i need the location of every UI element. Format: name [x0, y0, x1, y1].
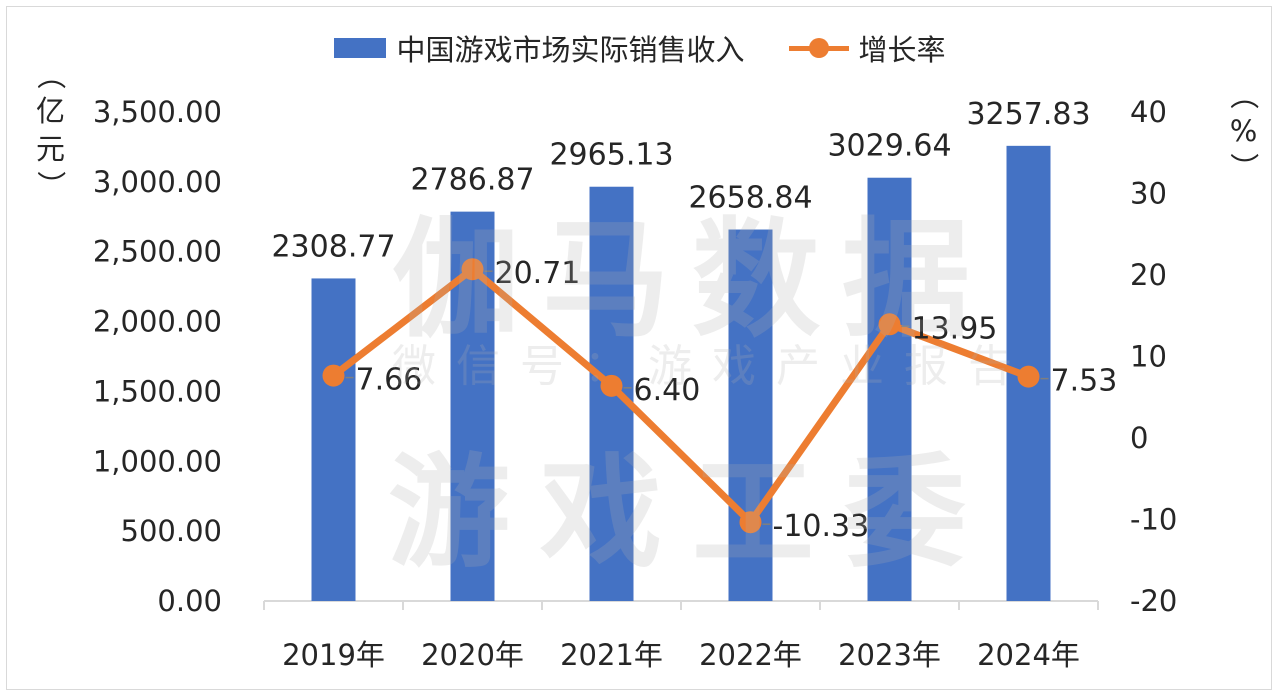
x-axis-tick-label: 2022年	[699, 638, 802, 672]
left-axis-tick-label: 500.00	[121, 514, 222, 548]
legend-label-growth: 增长率	[858, 33, 946, 67]
right-axis-title-open: （	[1226, 80, 1261, 110]
legend-swatch-line	[788, 36, 849, 60]
bar	[867, 177, 912, 602]
legend-item-growth: 增长率	[788, 27, 946, 69]
line-point	[739, 511, 762, 534]
line-data-label: 6.40	[634, 373, 701, 408]
right-axis-tick-label: -20	[1130, 584, 1177, 618]
left-axis-title-char2: 元	[36, 132, 66, 166]
x-axis-tick-label: 2024年	[977, 638, 1080, 672]
right-axis-tick-label: 30	[1130, 177, 1167, 211]
left-axis-tick-label: 2,000.00	[93, 305, 222, 339]
right-axis-tick-label: -10	[1130, 503, 1177, 537]
growth-line	[330, 265, 1032, 526]
x-axis-tick-label: 2023年	[838, 638, 941, 672]
line-point	[600, 374, 623, 397]
x-axis-tick-label: 2021年	[560, 638, 663, 672]
left-axis-tick-label: 0.00	[157, 584, 222, 618]
right-axis-tick-label: 10	[1130, 340, 1167, 374]
line-point	[461, 258, 484, 281]
left-axis-tick-label: 1,500.00	[93, 374, 222, 408]
line-data-label: 7.66	[356, 363, 423, 398]
bar-data-label: 2786.87	[410, 163, 534, 198]
line-data-label: 7.53	[1051, 364, 1118, 399]
left-axis-tick-label: 1,000.00	[93, 444, 222, 478]
bar-data-label: 2308.77	[271, 229, 395, 264]
right-axis-title: （ % ）	[1226, 78, 1261, 184]
legend-item-revenue: 中国游戏市场实际销售收入	[334, 27, 745, 69]
left-axis-title-close: ）	[33, 170, 68, 200]
bar-data-label: 3257.83	[966, 97, 1090, 132]
left-axis-title-open: （	[33, 60, 68, 90]
left-axis-title: （ 亿 元 ）	[33, 58, 68, 202]
line-point	[1017, 365, 1040, 388]
right-axis-tick-label: 40	[1130, 95, 1167, 129]
legend-swatch-bar	[334, 38, 387, 58]
right-axis-title-char1: %	[1229, 114, 1258, 148]
line-data-label: 13.95	[912, 311, 998, 346]
x-axis-tick-label: 2019年	[282, 638, 385, 672]
x-axis-tick-label: 2020年	[421, 638, 524, 672]
line-data-label: 20.71	[495, 256, 581, 291]
left-axis-tick-label: 2,500.00	[93, 235, 222, 269]
bar-data-label: 2658.84	[688, 181, 812, 216]
left-axis-tick-label: 3,000.00	[93, 165, 222, 199]
bar	[311, 278, 356, 601]
legend-label-revenue: 中国游戏市场实际销售收入	[396, 33, 745, 67]
line-point	[878, 313, 901, 336]
bar	[728, 229, 773, 601]
right-axis-tick-label: 20	[1130, 258, 1167, 292]
left-axis-tick-label: 3,500.00	[93, 95, 222, 129]
left-axis-title-char1: 亿	[36, 94, 66, 128]
bar-data-label: 3029.64	[827, 129, 951, 164]
line-data-label: -10.33	[773, 509, 870, 544]
legend: 中国游戏市场实际销售收入 增长率	[0, 28, 1280, 68]
line-point	[322, 364, 345, 387]
bar-data-label: 2965.13	[549, 138, 673, 173]
right-axis-title-close: ）	[1226, 152, 1261, 182]
right-axis-tick-label: 0	[1130, 421, 1148, 455]
